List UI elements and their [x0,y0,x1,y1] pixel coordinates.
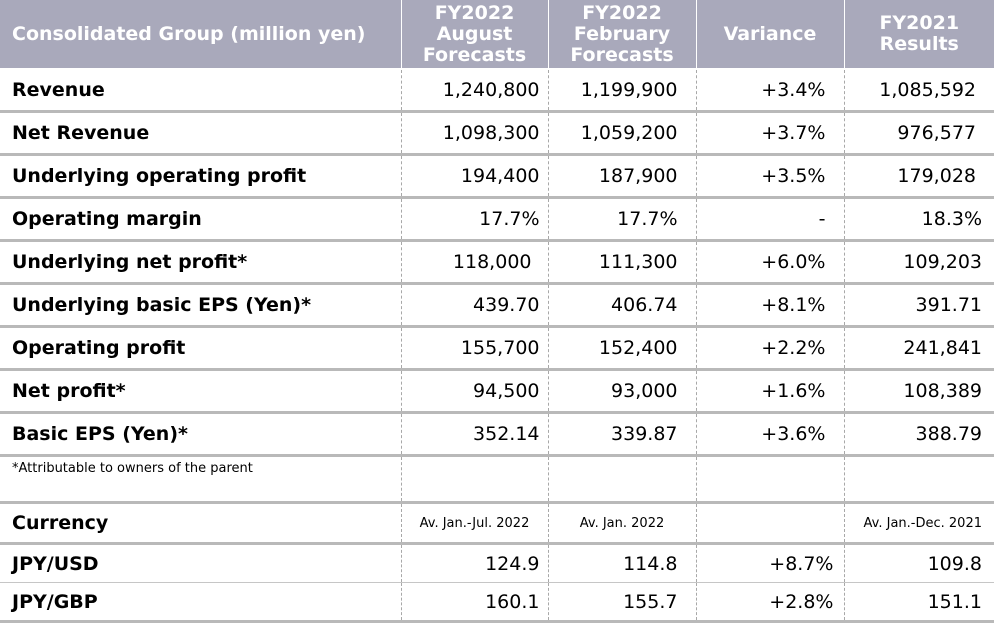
cell-variance: +3.4% [695,69,844,113]
fx-row: JPY/GBP 160.1 155.7 +2.8% 151.1 [0,582,994,623]
currency-period-fy2021: Av. Jan.-Dec. 2021 [843,502,994,545]
table-row: Operating profit 155,700 152,400 +2.2% 2… [0,326,994,371]
fx-row: JPY/USD 124.9 114.8 +8.7% 109.8 [0,543,994,583]
cell-feb-forecast: 111,300 [547,240,696,285]
table-row: Underlying basic EPS (Yen)* 439.70 406.7… [0,283,994,328]
cell-aug-forecast: 155,700 [400,326,548,371]
empty-cell [843,455,994,504]
header-feb-forecasts: FY2022 February Forecasts [547,0,696,70]
header-line: February [573,22,671,45]
cell-aug-forecast: 194,400 [400,154,548,199]
header-line: Results [879,33,959,55]
header-fy2021-results: FY2021 Results [843,0,994,70]
cell-aug-forecast: 1,240,800 [400,69,548,113]
cell-fy2021: 1,085,592 [843,69,994,113]
table-row: Underlying net profit* 118,000 111,300 +… [0,240,994,285]
cell-fy2021: 108,389 [843,369,994,414]
cell-fy2021: 976,577 [843,111,994,156]
cell-feb-forecast: 406.74 [547,283,696,328]
cell-feb-forecast: 93,000 [547,369,696,414]
cell-fy2021: 388.79 [843,412,994,457]
cell-feb-forecast: 155.7 [547,582,696,623]
cell-fy2021: 179,028 [843,154,994,199]
cell-variance: +8.7% [695,543,844,583]
fx-label: JPY/GBP [0,582,401,623]
cell-feb-forecast: 1,199,900 [547,69,696,113]
header-line: Variance [723,22,817,45]
row-label: Underlying net profit* [0,240,401,285]
row-label: Underlying basic EPS (Yen)* [0,283,401,328]
cell-feb-forecast: 114.8 [547,543,696,583]
header-aug-forecasts: FY2022 August Forecasts [400,0,548,70]
cell-variance: +2.8% [695,582,844,623]
empty-cell [547,455,696,504]
footnote: *Attributable to owners of the parent [0,455,401,504]
currency-period-aug: Av. Jan.-Jul. 2022 [400,502,548,545]
currency-period-variance [695,502,844,545]
cell-aug-forecast: 160.1 [400,582,548,623]
cell-variance: +2.2% [695,326,844,371]
cell-fy2021: 391.71 [843,283,994,328]
row-label: Net Revenue [0,111,401,156]
cell-fy2021: 18.3% [843,197,994,242]
row-label: Underlying operating profit [0,154,401,199]
cell-variance: +3.6% [695,412,844,457]
header-line: Forecasts [570,43,674,66]
header-line: August [436,22,513,45]
cell-aug-forecast: 17.7% [400,197,548,242]
row-label: Operating profit [0,326,401,371]
cell-variance: +8.1% [695,283,844,328]
header-row: Consolidated Group (million yen) FY2022 … [0,0,994,70]
cell-aug-forecast: 352.14 [400,412,548,457]
cell-feb-forecast: 1,059,200 [547,111,696,156]
empty-cell [695,455,844,504]
table-row: Revenue 1,240,800 1,199,900 +3.4% 1,085,… [0,69,994,113]
table-row: Net Revenue 1,098,300 1,059,200 +3.7% 97… [0,111,994,156]
cell-fy2021: 151.1 [843,582,994,623]
table-row: Underlying operating profit 194,400 187,… [0,154,994,199]
cell-variance: - [695,197,844,242]
cell-aug-forecast: 118,000 [400,240,548,285]
cell-aug-forecast: 94,500 [400,369,548,414]
cell-aug-forecast: 1,098,300 [400,111,548,156]
cell-feb-forecast: 152,400 [547,326,696,371]
cell-variance: +6.0% [695,240,844,285]
cell-feb-forecast: 339.87 [547,412,696,457]
cell-variance: +3.7% [695,111,844,156]
table-row: Basic EPS (Yen)* 352.14 339.87 +3.6% 388… [0,412,994,457]
cell-aug-forecast: 124.9 [400,543,548,583]
header-group-label: Consolidated Group (million yen) [12,22,366,45]
row-label: Revenue [0,69,401,113]
cell-aug-forecast: 439.70 [400,283,548,328]
header-variance: Variance [695,0,844,70]
table-row: Net profit* 94,500 93,000 +1.6% 108,389 [0,369,994,414]
cell-fy2021: 241,841 [843,326,994,371]
row-label: Basic EPS (Yen)* [0,412,401,457]
currency-period-feb: Av. Jan. 2022 [547,502,696,545]
cell-feb-forecast: 17.7% [547,197,696,242]
header-line: FY2022 [434,1,515,24]
empty-cell [400,455,548,504]
footnote-row: *Attributable to owners of the parent [0,455,994,504]
header-line: Forecasts [422,43,527,66]
table-row: Operating margin 17.7% 17.7% - 18.3% [0,197,994,242]
row-label: Net profit* [0,369,401,414]
fx-label: JPY/USD [0,543,401,583]
cell-fy2021: 109.8 [843,543,994,583]
cell-fy2021: 109,203 [843,240,994,285]
cell-variance: +3.5% [695,154,844,199]
cell-variance: +1.6% [695,369,844,414]
cell-feb-forecast: 187,900 [547,154,696,199]
row-label: Operating margin [0,197,401,242]
header-group: Consolidated Group (million yen) [0,0,401,70]
currency-label: Currency [0,502,401,545]
header-line: FY2022 [582,1,662,24]
header-line: FY2021 [879,12,960,34]
currency-row: Currency Av. Jan.-Jul. 2022 Av. Jan. 202… [0,502,994,545]
